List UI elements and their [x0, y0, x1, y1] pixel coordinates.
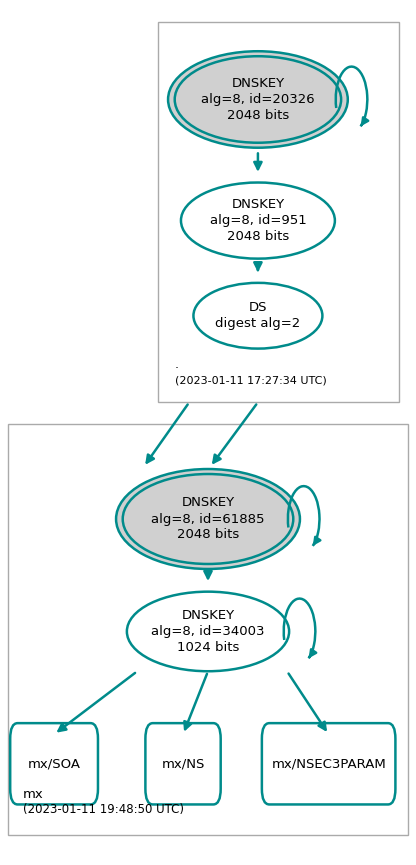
FancyBboxPatch shape — [10, 723, 98, 804]
Text: DS
digest alg=2: DS digest alg=2 — [215, 301, 300, 330]
Ellipse shape — [127, 592, 289, 671]
Text: (2023-01-11 17:27:34 UTC): (2023-01-11 17:27:34 UTC) — [175, 375, 327, 385]
Text: mx/NSEC3PARAM: mx/NSEC3PARAM — [271, 757, 386, 771]
Text: mx/SOA: mx/SOA — [27, 757, 81, 771]
Ellipse shape — [168, 51, 348, 148]
FancyBboxPatch shape — [158, 22, 399, 402]
Ellipse shape — [116, 469, 300, 569]
Text: (2023-01-11 19:48:50 UTC): (2023-01-11 19:48:50 UTC) — [23, 803, 184, 816]
Ellipse shape — [181, 183, 335, 259]
FancyBboxPatch shape — [146, 723, 220, 804]
Text: DNSKEY
alg=8, id=61885
2048 bits: DNSKEY alg=8, id=61885 2048 bits — [151, 497, 265, 541]
FancyBboxPatch shape — [8, 424, 408, 835]
Text: mx/NS: mx/NS — [161, 757, 205, 771]
FancyBboxPatch shape — [262, 723, 396, 804]
Text: .: . — [175, 358, 179, 371]
Ellipse shape — [123, 474, 293, 564]
Ellipse shape — [175, 56, 341, 143]
Ellipse shape — [193, 283, 322, 349]
Text: DNSKEY
alg=8, id=34003
1024 bits: DNSKEY alg=8, id=34003 1024 bits — [151, 609, 265, 654]
Text: mx: mx — [23, 787, 44, 800]
Text: DNSKEY
alg=8, id=20326
2048 bits: DNSKEY alg=8, id=20326 2048 bits — [201, 77, 315, 122]
Text: DNSKEY
alg=8, id=951
2048 bits: DNSKEY alg=8, id=951 2048 bits — [210, 198, 306, 243]
